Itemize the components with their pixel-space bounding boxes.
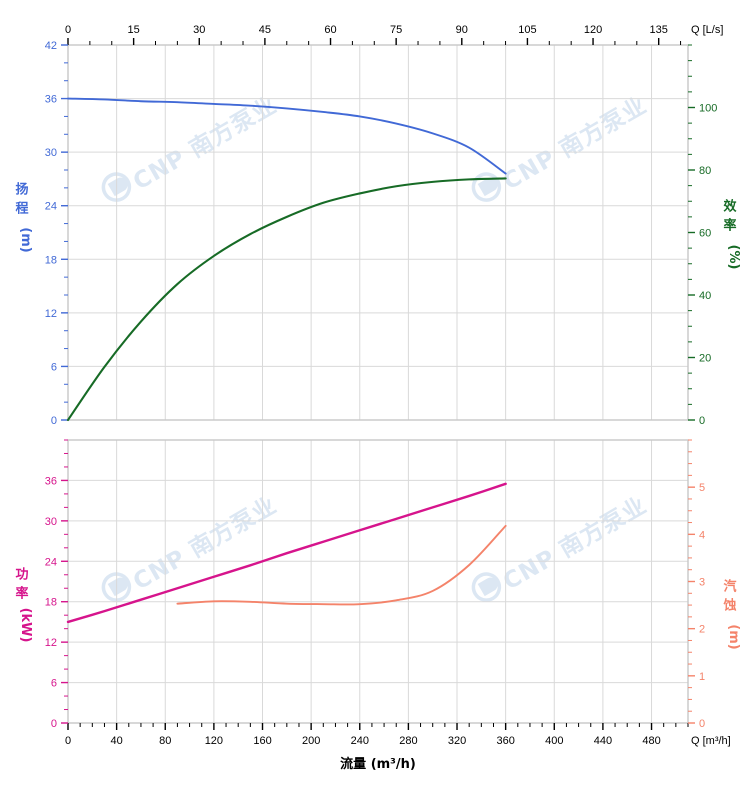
svg-text:扬: 扬 (15, 182, 28, 198)
tick-label: 280 (399, 735, 417, 747)
curve-y_head (67, 97, 507, 175)
svg-text:(m): (m) (726, 624, 741, 649)
svg-text:(%): (%) (726, 245, 741, 270)
tick-label: 240 (351, 735, 369, 747)
tick-label: 0 (65, 735, 71, 747)
svg-text:率: 率 (15, 586, 28, 602)
x-axis-label: 流量 (m³/h) (340, 756, 416, 772)
x-top-unit-label: Q [L/s] (691, 24, 723, 36)
tick-label: 60 (699, 228, 711, 240)
tick-label: 160 (253, 735, 271, 747)
tick-label: 90 (456, 24, 468, 36)
curve-y_efficiency (66, 177, 507, 422)
watermark: CNP 南方泵业 (471, 92, 651, 202)
tick-label: 12 (45, 308, 57, 320)
axis-y_power-minor (64, 439, 68, 711)
svg-text:(kW): (kW) (18, 608, 33, 643)
y-axis-title-efficiency: 效率 (%) (723, 199, 741, 270)
tick-label: 24 (45, 201, 57, 213)
tick-label: 18 (45, 597, 57, 609)
tick-label: 3 (699, 577, 705, 589)
tick-label: 105 (518, 24, 536, 36)
tick-label: 12 (45, 637, 57, 649)
tick-label: 6 (51, 361, 57, 373)
y-axis-title-head: 扬程 (m) (15, 182, 33, 253)
svg-text:效: 效 (723, 199, 737, 215)
axis-x_bottom: 0 40 80 120 160 200 240 280 320 360 400 440 480 (65, 723, 661, 747)
tick-label: 0 (65, 24, 71, 36)
tick-label: 120 (584, 24, 602, 36)
curve-y_power (66, 482, 507, 624)
tick-label: 36 (45, 475, 57, 487)
tick-label: 80 (159, 735, 171, 747)
axis-y_head-minor (64, 62, 68, 403)
tick-label: 480 (642, 735, 660, 747)
watermark: CNP 南方泵业 (471, 492, 651, 602)
tick-label: 0 (51, 718, 57, 730)
axis-y_head: 0 6 12 18 24 30 36 42 (45, 40, 68, 427)
tick-label: 30 (45, 147, 57, 159)
tick-label: 200 (302, 735, 320, 747)
tick-label: 18 (45, 254, 57, 266)
axis-x_top: 0 15 30 45 60 75 90 105 120 135 Q [L/s] (65, 24, 723, 45)
y-axis-title-power: 功率 (kW) (15, 568, 33, 643)
svg-text:CNP 南方泵业: CNP 南方泵业 (498, 92, 651, 196)
tick-label: 400 (545, 735, 563, 747)
tick-label: 320 (448, 735, 466, 747)
curves (66, 97, 507, 624)
svg-text:汽: 汽 (723, 579, 736, 595)
tick-label: 40 (111, 735, 123, 747)
curve-y_npsh (176, 524, 507, 606)
tick-label: 6 (51, 678, 57, 690)
svg-text:CNP 南方泵业: CNP 南方泵业 (498, 492, 651, 596)
tick-label: 36 (45, 94, 57, 106)
tick-label: 80 (699, 165, 711, 177)
tick-label: 100 (699, 103, 717, 115)
tick-label: 2 (699, 624, 705, 636)
tick-label: 42 (45, 40, 57, 52)
x-bottom-unit-label: Q [m³/h] (691, 735, 731, 747)
tick-label: 0 (51, 415, 57, 427)
axis-y_npsh: 0 1 2 3 4 5 (688, 482, 705, 730)
tick-label: 135 (650, 24, 668, 36)
tick-label: 30 (193, 24, 205, 36)
tick-label: 40 (699, 290, 711, 302)
y-axis-title-npsh: 汽蚀 (m) (722, 579, 741, 650)
watermark: CNP 南方泵业 (101, 492, 281, 602)
axis-x_bottom-minor (79, 723, 689, 727)
axis-y_power: 0 6 12 18 24 30 36 (45, 475, 68, 730)
svg-text:(m): (m) (18, 227, 33, 252)
tick-label: 5 (699, 482, 705, 494)
svg-text:率: 率 (723, 218, 736, 234)
tick-label: 30 (45, 516, 57, 528)
tick-label: 0 (699, 415, 705, 427)
tick-label: 60 (324, 24, 336, 36)
tick-label: 120 (205, 735, 223, 747)
tick-label: 4 (699, 529, 705, 541)
axis-y_efficiency: 0 20 40 60 80 100 (688, 103, 717, 427)
tick-label: 20 (699, 353, 711, 365)
tick-label: 440 (594, 735, 612, 747)
tick-label: 0 (699, 718, 705, 730)
tick-label: 15 (128, 24, 140, 36)
tick-label: 24 (45, 556, 57, 568)
axis-y_efficiency-minor (688, 44, 692, 405)
svg-text:程: 程 (15, 202, 28, 217)
axis-y_npsh-minor (688, 439, 692, 712)
tick-label: 45 (259, 24, 271, 36)
tick-label: 75 (390, 24, 402, 36)
tick-label: 360 (496, 735, 514, 747)
svg-text:蚀: 蚀 (722, 598, 736, 614)
svg-text:功: 功 (15, 568, 28, 583)
tick-label: 1 (699, 671, 705, 683)
